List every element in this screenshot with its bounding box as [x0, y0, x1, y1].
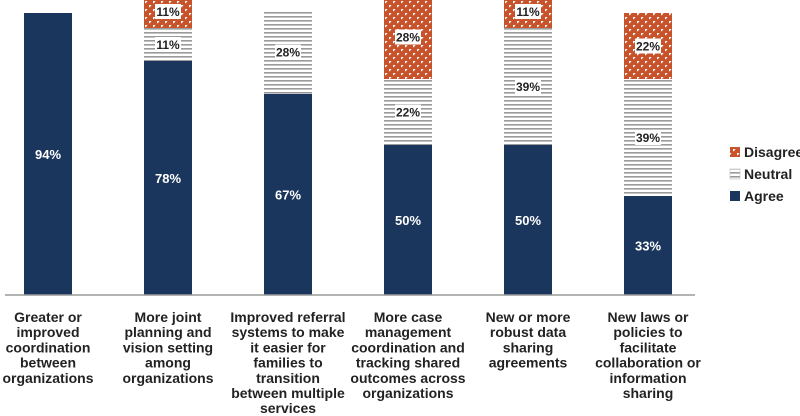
legend-swatch-disagree [730, 147, 740, 157]
legend: Disagree Neutral Agree [729, 144, 800, 204]
data-label-agree-1: 94% [35, 147, 61, 162]
data-label-bg-neutral-4 [395, 104, 421, 120]
category-label-6: New laws or policies to facilitate collabor… [595, 309, 701, 401]
data-label-neutral-4: 22% [396, 106, 420, 120]
data-label-bg-disagree-2 [155, 4, 181, 19]
category-label-3: Improved referral systems to make it easie… [230, 309, 345, 416]
data-label-agree-2: 78% [155, 171, 181, 186]
legend-swatch-agree [730, 191, 740, 201]
bar-agree-2 [144, 61, 192, 295]
data-label-disagree-4: 28% [396, 31, 420, 45]
data-label-bg-neutral-3 [275, 44, 301, 60]
data-label-neutral-6: 39% [636, 131, 660, 145]
bars-layer: 94% 78% 11% 11% 67% 28% 50% 22% 28% 50% 39% 11% 33% 3… [24, 0, 672, 295]
legend-label-disagree: Disagree [744, 144, 800, 160]
legend-swatch-neutral [730, 169, 740, 179]
data-label-neutral-3: 28% [276, 46, 300, 60]
data-label-agree-4: 50% [395, 213, 421, 228]
data-label-agree-6: 33% [635, 239, 661, 254]
data-label-agree-5: 50% [515, 213, 541, 228]
data-label-neutral-2: 11% [156, 38, 180, 52]
legend-label-neutral: Neutral [744, 166, 792, 182]
category-label-2: More joint planning and vision setting amon… [122, 309, 213, 386]
category-label-1: Greater or improved coordination between org… [2, 309, 93, 386]
data-label-disagree-2: 11% [156, 5, 180, 19]
category-label-5: New or more robust data sharing agreements [486, 309, 571, 371]
bar-agree-3 [264, 94, 312, 295]
category-labels: Greater or improved coordination between org… [2, 309, 701, 416]
data-label-bg-neutral-2 [155, 37, 181, 52]
data-label-bg-neutral-5 [515, 79, 541, 94]
data-label-bg-disagree-5 [515, 4, 541, 19]
data-label-disagree-5: 11% [516, 5, 540, 19]
data-label-bg-disagree-6 [635, 38, 661, 54]
data-label-agree-3: 67% [275, 188, 301, 203]
data-label-neutral-5: 39% [516, 80, 540, 94]
bar-agree-1 [24, 13, 72, 295]
data-label-bg-neutral-6 [635, 130, 661, 145]
data-label-bg-disagree-4 [395, 29, 421, 45]
bar-agree-5 [504, 145, 552, 295]
category-label-4: More case management coordination and track… [350, 309, 465, 401]
bar-agree-4 [384, 145, 432, 295]
bar-agree-6 [624, 196, 672, 295]
legend-swatch-border-neutral [729, 168, 741, 180]
data-label-disagree-6: 22% [636, 40, 660, 54]
legend-label-agree: Agree [744, 188, 784, 204]
